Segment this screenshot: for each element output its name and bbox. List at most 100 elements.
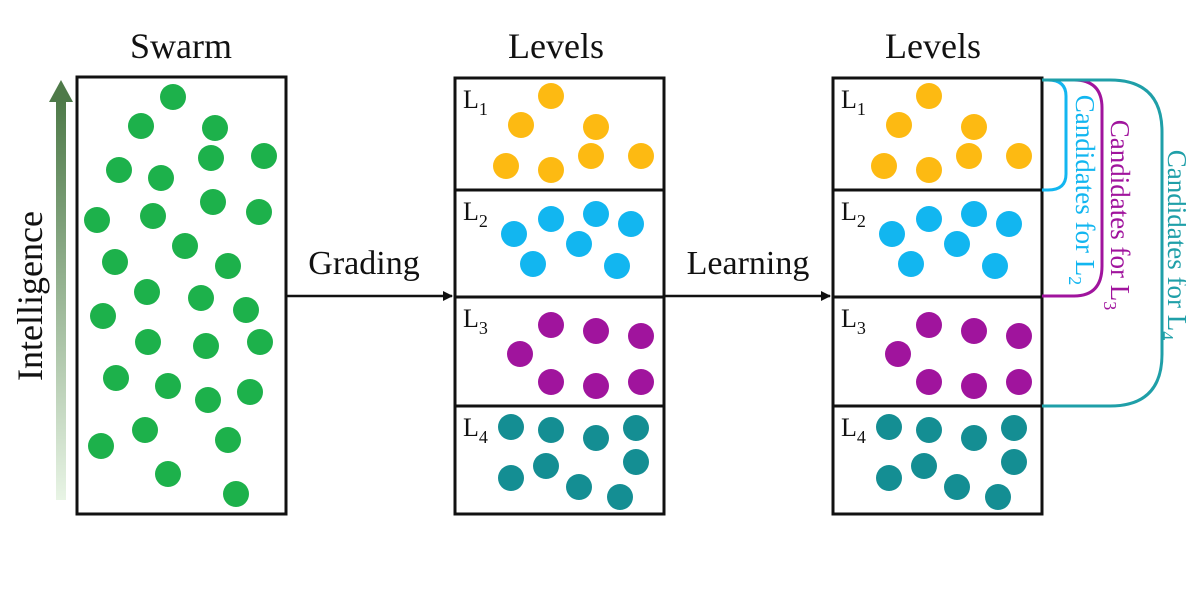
level-particle bbox=[628, 323, 654, 349]
level-label: L3 bbox=[463, 304, 488, 338]
learning-step: Learning bbox=[664, 245, 831, 301]
level-particle bbox=[876, 465, 902, 491]
level-label: L1 bbox=[841, 85, 866, 119]
intelligence-axis: Intelligence bbox=[10, 80, 73, 500]
level-particle bbox=[1006, 323, 1032, 349]
level-particle bbox=[916, 206, 942, 232]
swarm-particle bbox=[134, 279, 160, 305]
candidates-bracket-2: Candidates for L2 bbox=[1042, 78, 1100, 285]
levels-title-graded: Levels bbox=[508, 26, 604, 66]
swarm-title: Swarm bbox=[130, 26, 232, 66]
level-particle bbox=[961, 318, 987, 344]
intelligence-axis-arrowhead bbox=[49, 80, 73, 102]
learning-label: Learning bbox=[687, 245, 810, 282]
candidates-label-subscript: 3 bbox=[1100, 301, 1120, 310]
swarm-particle bbox=[128, 113, 154, 139]
swarm-particle bbox=[237, 379, 263, 405]
level-particle bbox=[623, 415, 649, 441]
level-label-prefix: L bbox=[841, 85, 857, 114]
level-particle bbox=[628, 369, 654, 395]
level-particle bbox=[520, 251, 546, 277]
level-label-prefix: L bbox=[841, 413, 857, 442]
swarm-particle bbox=[233, 297, 259, 323]
level-box bbox=[831, 188, 1044, 299]
swarm-particle bbox=[198, 145, 224, 171]
swarm-particle bbox=[102, 249, 128, 275]
swarm-particle bbox=[155, 461, 181, 487]
level-particle bbox=[508, 112, 534, 138]
candidates-bracket-line bbox=[1042, 78, 1164, 408]
level-particle bbox=[982, 253, 1008, 279]
level-label: L3 bbox=[841, 304, 866, 338]
level-particle bbox=[944, 231, 970, 257]
candidates-bracket-line bbox=[1042, 78, 1104, 298]
level-particle bbox=[1006, 143, 1032, 169]
level-label-prefix: L bbox=[841, 304, 857, 333]
candidates-label-text: Candidates for L bbox=[1070, 95, 1100, 276]
level-particle bbox=[876, 414, 902, 440]
swarm-particle bbox=[160, 84, 186, 110]
level-particle bbox=[538, 83, 564, 109]
swarm-particle bbox=[202, 115, 228, 141]
level-particle bbox=[628, 143, 654, 169]
level-particle bbox=[1006, 369, 1032, 395]
level-row-4-graded: L4 bbox=[453, 404, 666, 516]
level-particle bbox=[583, 425, 609, 451]
level-label: L4 bbox=[841, 413, 866, 447]
level-label: L4 bbox=[463, 413, 488, 447]
level-label-subscript: 1 bbox=[479, 99, 488, 119]
candidates-label-text: Candidates for L bbox=[1162, 150, 1186, 331]
level-label: L2 bbox=[841, 197, 866, 231]
level-label-prefix: L bbox=[463, 85, 479, 114]
level-particle bbox=[538, 369, 564, 395]
intelligence-axis-label: Intelligence bbox=[10, 211, 50, 381]
swarm-particle bbox=[172, 233, 198, 259]
swarm-particle bbox=[246, 199, 272, 225]
swarm-particle bbox=[90, 303, 116, 329]
level-label-prefix: L bbox=[463, 304, 479, 333]
level-particle bbox=[507, 341, 533, 367]
level-particle bbox=[916, 312, 942, 338]
level-label-subscript: 1 bbox=[857, 99, 866, 119]
level-particle bbox=[566, 474, 592, 500]
swarm-particle bbox=[148, 165, 174, 191]
level-particle bbox=[916, 417, 942, 443]
level-particle bbox=[898, 251, 924, 277]
level-particle bbox=[961, 373, 987, 399]
level-label-prefix: L bbox=[463, 413, 479, 442]
level-particle bbox=[583, 114, 609, 140]
level-label-prefix: L bbox=[463, 197, 479, 226]
level-particle bbox=[623, 449, 649, 475]
level-particle bbox=[538, 157, 564, 183]
intelligence-axis-shaft bbox=[56, 100, 66, 500]
level-row-1-learning: L1 bbox=[831, 76, 1044, 192]
level-row-3-graded: L3 bbox=[453, 295, 666, 408]
swarm-particles bbox=[84, 84, 277, 507]
swarm-particle bbox=[135, 329, 161, 355]
level-row-2-graded: L2 bbox=[453, 188, 666, 299]
level-box bbox=[453, 404, 666, 516]
level-particle bbox=[501, 221, 527, 247]
level-row-1-graded: L1 bbox=[453, 76, 666, 192]
candidates-label: Candidates for L3 bbox=[1100, 120, 1135, 310]
level-particle bbox=[618, 211, 644, 237]
level-box bbox=[453, 188, 666, 299]
swarm-particle bbox=[223, 481, 249, 507]
level-particle bbox=[533, 453, 559, 479]
candidates-label: Candidates for L2 bbox=[1065, 95, 1100, 285]
level-particle bbox=[498, 414, 524, 440]
swarm-particle bbox=[103, 365, 129, 391]
level-particle bbox=[493, 153, 519, 179]
level-particle bbox=[916, 157, 942, 183]
level-particle bbox=[961, 201, 987, 227]
candidates-bracket-line bbox=[1042, 78, 1068, 192]
level-particle bbox=[996, 211, 1022, 237]
candidates-bracket-3: Candidates for L 3 bbox=[1042, 78, 1135, 310]
level-particle bbox=[886, 112, 912, 138]
level-particle bbox=[871, 153, 897, 179]
swarm-particle bbox=[188, 285, 214, 311]
level-row-4-learning: L4 bbox=[831, 404, 1044, 516]
level-label: L2 bbox=[463, 197, 488, 231]
